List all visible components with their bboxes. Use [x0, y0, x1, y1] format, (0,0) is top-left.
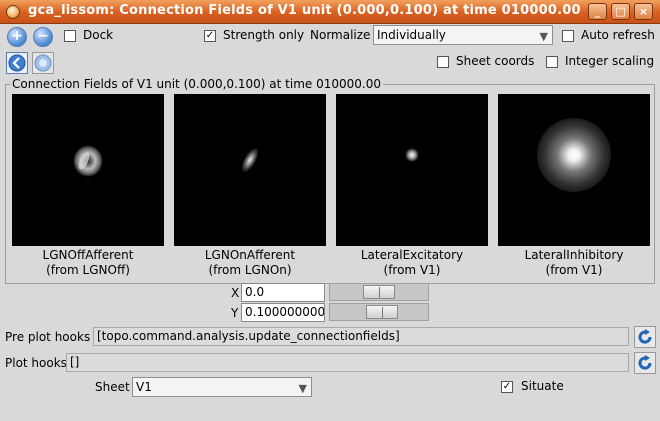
- sheet-coords-label: Sheet coords: [456, 54, 535, 68]
- chevron-down-icon: ▼: [298, 382, 307, 395]
- x-slider[interactable]: [329, 283, 429, 301]
- integer-scaling-checkbox[interactable]: [546, 56, 558, 68]
- title-bar[interactable]: [0, 0, 660, 24]
- plot-name: LateralInhibitory: [524, 248, 624, 262]
- sheet-coords-checkbox[interactable]: [437, 56, 449, 68]
- plot-lgnoff-afferent-caption: LGNOffAfferent (from LGNOff): [8, 248, 168, 278]
- back-icon: [8, 54, 26, 72]
- plot-source: (from LGNOn): [208, 263, 292, 277]
- close-button[interactable]: ×: [634, 3, 653, 20]
- plot-lateral-inhibitory-caption: LateralInhibitory (from V1): [494, 248, 654, 278]
- back-button[interactable]: [6, 52, 28, 74]
- pre-plot-hooks-label: Pre plot hooks: [5, 330, 91, 344]
- strength-only-label: Strength only: [223, 28, 305, 42]
- plot-name: LateralExcitatory: [360, 248, 464, 262]
- plot-source: (from V1): [545, 263, 603, 277]
- situate-label: Situate: [521, 379, 564, 393]
- zoom-in-icon[interactable]: +: [7, 27, 27, 47]
- x-slider-thumb[interactable]: [363, 285, 395, 299]
- plot-name: LGNOnAfferent: [204, 248, 296, 262]
- plot-lateral-excitatory-caption: LateralExcitatory (from V1): [332, 248, 492, 278]
- maximize-button[interactable]: □: [611, 3, 630, 20]
- window-title: gca_lissom: Connection Fields of V1 unit…: [28, 3, 581, 18]
- plot-source: (from V1): [383, 263, 441, 277]
- auto-refresh-checkbox[interactable]: [562, 30, 574, 42]
- minimize-button[interactable]: _: [588, 3, 607, 20]
- normalize-select-value: Individually: [377, 28, 446, 42]
- integer-scaling-label: Integer scaling: [565, 54, 655, 68]
- dock-checkbox[interactable]: [64, 30, 76, 42]
- dock-label: Dock: [83, 28, 114, 42]
- plot-hooks-refresh-button[interactable]: [634, 352, 656, 374]
- auto-refresh-label: Auto refresh: [581, 28, 655, 42]
- zoom-out-icon[interactable]: −: [33, 27, 53, 47]
- forward-icon: [34, 54, 52, 72]
- plot-name: LGNOffAfferent: [42, 248, 134, 262]
- plot-group-title: Connection Fields of V1 unit (0.000,0.10…: [10, 77, 383, 91]
- y-input[interactable]: 0.100000000: [241, 303, 325, 322]
- app-icon[interactable]: [6, 5, 20, 19]
- refresh-icon: [638, 355, 652, 370]
- pre-plot-hooks-field[interactable]: [topo.command.analysis.update_connection…: [93, 327, 629, 346]
- situate-checkbox[interactable]: ✓: [501, 381, 513, 393]
- plot-lgnoff-afferent[interactable]: [12, 94, 164, 246]
- plot-lateral-inhibitory[interactable]: [498, 94, 650, 246]
- y-slider-thumb[interactable]: [366, 305, 398, 319]
- sheet-select[interactable]: V1 ▼: [132, 377, 312, 397]
- sheet-label: Sheet: [95, 380, 130, 394]
- refresh-icon: [638, 329, 652, 344]
- y-label: Y: [231, 306, 239, 320]
- chevron-down-icon: ▼: [539, 30, 548, 43]
- plot-hooks-field[interactable]: []: [66, 353, 629, 372]
- forward-button[interactable]: [32, 52, 54, 74]
- plot-lateral-excitatory[interactable]: [336, 94, 488, 246]
- plot-source: (from LGNOff): [46, 263, 130, 277]
- normalize-label: Normalize: [310, 28, 371, 42]
- normalize-select[interactable]: Individually ▼: [373, 25, 553, 45]
- strength-only-checkbox[interactable]: ✓: [204, 30, 216, 42]
- x-label: X: [231, 286, 240, 300]
- plot-hooks-label: Plot hooks: [5, 356, 67, 370]
- y-slider[interactable]: [329, 303, 429, 321]
- plot-lgnon-afferent[interactable]: [174, 94, 326, 246]
- x-input[interactable]: 0.0: [241, 283, 325, 302]
- sheet-select-value: V1: [136, 380, 152, 394]
- pre-plot-hooks-refresh-button[interactable]: [634, 326, 656, 348]
- plot-lgnon-afferent-caption: LGNOnAfferent (from LGNOn): [170, 248, 330, 278]
